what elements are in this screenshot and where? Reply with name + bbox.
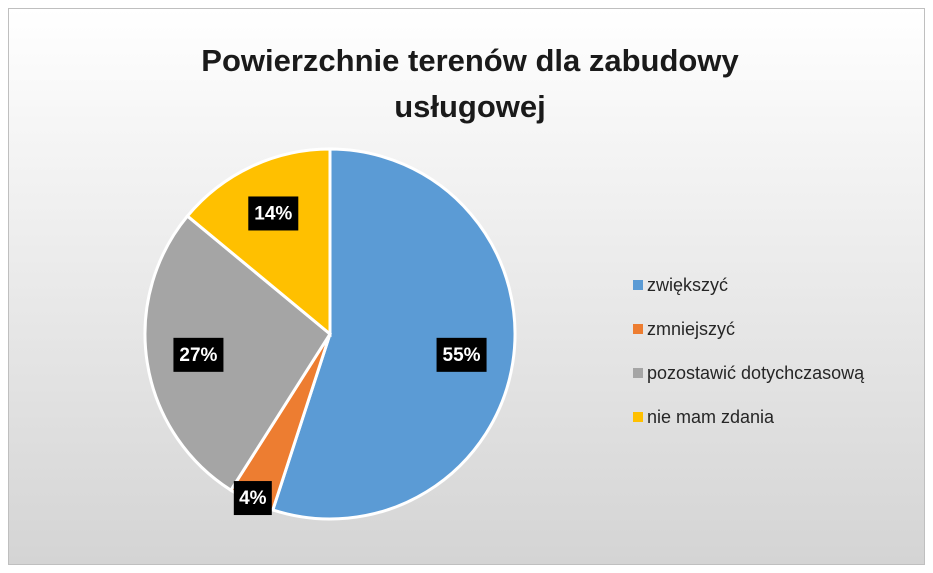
data-label-box: [233, 481, 272, 516]
data-label-box: [173, 337, 224, 372]
data-label: 4%: [239, 488, 267, 509]
data-label-box: [436, 337, 487, 372]
data-label-box: [248, 196, 299, 231]
legend-swatch: [633, 412, 643, 422]
pie-slice: [270, 147, 517, 521]
legend-label: nie mam zdania: [647, 407, 775, 427]
data-label: 55%: [443, 345, 481, 366]
pie-slice: [143, 213, 332, 493]
legend-swatch: [633, 280, 643, 290]
chart-title: Powierzchnie terenów dla zabudowy usługo…: [201, 43, 739, 124]
legend-label: zwiększyć: [647, 275, 728, 295]
legend-label: pozostawić dotychczasową: [647, 363, 865, 383]
legend-swatch: [633, 324, 643, 334]
legend-swatch: [633, 368, 643, 378]
data-label: 14%: [254, 203, 292, 224]
pie-slice: [185, 147, 332, 338]
data-label: 27%: [179, 345, 217, 366]
legend-label: zmniejszyć: [647, 319, 735, 339]
